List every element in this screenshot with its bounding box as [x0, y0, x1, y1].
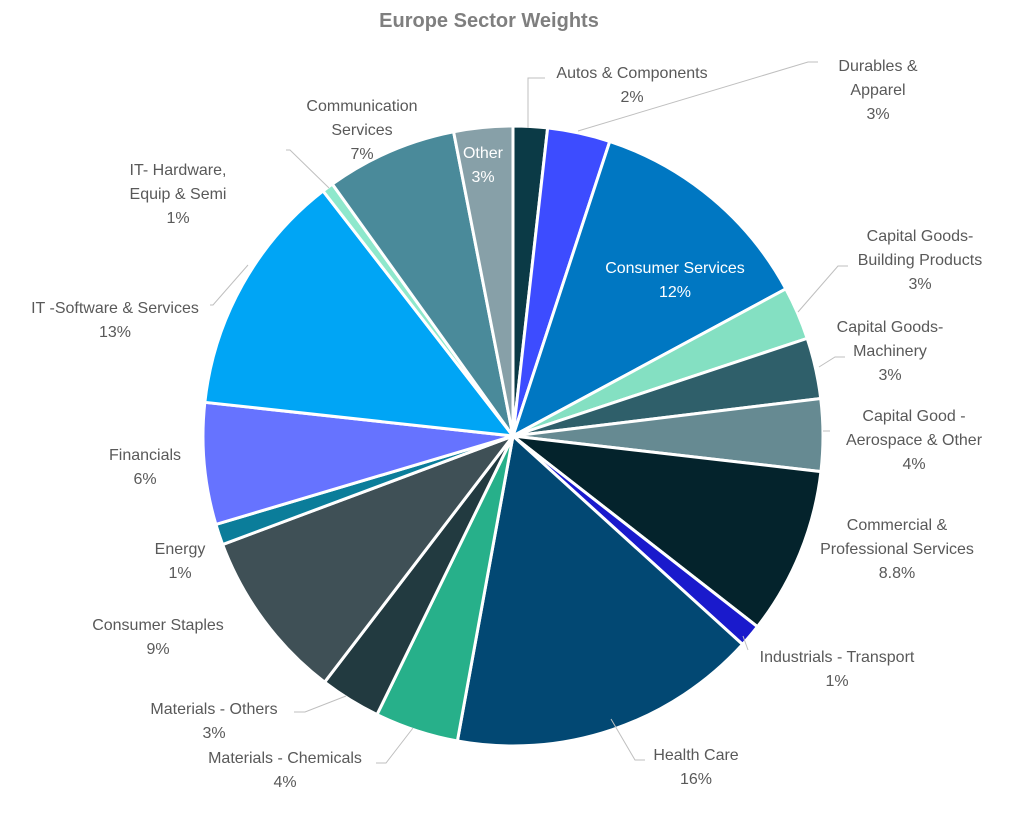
slice-value-label: 6%: [133, 471, 156, 488]
slice-name-label: Commercial &: [847, 517, 948, 534]
slice-label-9: Materials - Chemicals 4%: [208, 750, 362, 791]
slice-value-label: 12%: [659, 284, 691, 301]
pie-slice-2: [510, 139, 788, 440]
leader-line-8: [610, 718, 645, 761]
slice-value-label: 7%: [350, 146, 373, 163]
slice-label-3: Capital Goods- Building Products 3%: [858, 228, 983, 293]
slice-name-label: Building Products: [858, 252, 983, 269]
leader-line-14: [210, 264, 249, 306]
slice-name-label: Capital Good -: [862, 408, 965, 425]
slice-name-label: Consumer Services: [605, 260, 745, 277]
slice-value-label: 1%: [166, 210, 189, 227]
slice-value-label: 3%: [866, 106, 889, 123]
slice-value-label: 4%: [273, 774, 296, 791]
slice-value-label: 1%: [168, 565, 191, 582]
leader-line-4: [818, 356, 845, 368]
slice-name-label: Communication: [306, 98, 417, 115]
slice-value-label: 2%: [620, 89, 643, 106]
slice-name-label: Machinery: [853, 343, 927, 360]
slice-name-label: IT -Software & Services: [31, 300, 199, 317]
slice-name-label: Autos & Components: [556, 65, 707, 82]
slice-value-label: 1%: [825, 673, 848, 690]
slice-label-15: IT- Hardware, Equip & Semi 1%: [130, 162, 227, 227]
pie-slice-13: [201, 400, 514, 527]
slice-label-8: Health Care 16%: [653, 747, 738, 788]
slice-value-label: 3%: [878, 367, 901, 384]
slice-name-label: IT- Hardware,: [130, 162, 227, 179]
leader-line-10: [294, 695, 347, 713]
slice-label-5: Capital Good - Aerospace & Other 4%: [846, 408, 983, 473]
slice-label-2: Consumer Services 12%: [605, 260, 745, 301]
slice-label-10: Materials - Others 3%: [150, 701, 277, 742]
slice-value-label: 3%: [202, 725, 225, 742]
pie-slice-11: [220, 432, 518, 685]
slice-value-label: 16%: [680, 771, 712, 788]
slice-name-label: Equip & Semi: [130, 186, 227, 203]
slice-name-label: Other: [463, 145, 504, 162]
leader-line-3: [797, 265, 848, 313]
slice-name-label: Services: [331, 122, 392, 139]
slice-labels: Autos & Components 2%Durables & Apparel 3%C…: [31, 58, 983, 791]
leader-line-9: [376, 727, 414, 764]
slice-name-label: Aerospace & Other: [846, 432, 983, 449]
pie-slice-14: [203, 188, 517, 438]
slice-value-label: 3%: [471, 169, 494, 186]
slice-name-label: Professional Services: [820, 541, 974, 558]
slice-label-16: Communication Services 7%: [306, 98, 417, 163]
slice-name-label: Durables &: [838, 58, 917, 75]
leader-line-1: [577, 61, 818, 132]
slice-name-label: Apparel: [850, 82, 905, 99]
leader-line-0: [527, 77, 545, 128]
slice-label-0: Autos & Components 2%: [556, 65, 707, 106]
chart-title: Europe Sector Weights: [379, 10, 599, 32]
slice-label-14: IT -Software & Services 13%: [31, 300, 199, 341]
pie-slice-17: [451, 124, 515, 437]
slice-label-17: Other 3%: [463, 145, 504, 186]
pie-slice-6: [507, 433, 823, 629]
slice-label-6: Commercial & Professional Services 8.8%: [820, 517, 974, 582]
pie-slices: [201, 124, 825, 748]
slice-label-12: Energy 1%: [155, 541, 206, 582]
slice-value-label: 8.8%: [879, 565, 915, 582]
slice-name-label: Energy: [155, 541, 206, 558]
slice-label-4: Capital Goods- Machinery 3%: [837, 319, 944, 384]
slice-name-label: Health Care: [653, 747, 738, 764]
slice-name-label: Consumer Staples: [92, 617, 224, 634]
leader-line-7: [742, 635, 749, 651]
slice-label-7: Industrials - Transport 1%: [760, 649, 915, 690]
slice-value-label: 13%: [99, 324, 131, 341]
leader-line-15: [286, 149, 330, 189]
slice-name-label: Financials: [109, 447, 181, 464]
slice-name-label: Industrials - Transport: [760, 649, 915, 666]
slice-value-label: 4%: [902, 456, 925, 473]
slice-value-label: 9%: [146, 641, 169, 658]
slice-label-1: Durables & Apparel 3%: [838, 58, 917, 123]
slice-value-label: 3%: [908, 276, 931, 293]
leader-lines: [210, 61, 848, 764]
slice-name-label: Capital Goods-: [837, 319, 944, 336]
slice-name-label: Materials - Chemicals: [208, 750, 362, 767]
slice-name-label: Materials - Others: [150, 701, 277, 718]
slice-name-label: Capital Goods-: [867, 228, 974, 245]
slice-label-13: Financials 6%: [109, 447, 181, 488]
slice-label-11: Consumer Staples 9%: [92, 617, 224, 658]
pie-slice-8: [455, 433, 745, 748]
